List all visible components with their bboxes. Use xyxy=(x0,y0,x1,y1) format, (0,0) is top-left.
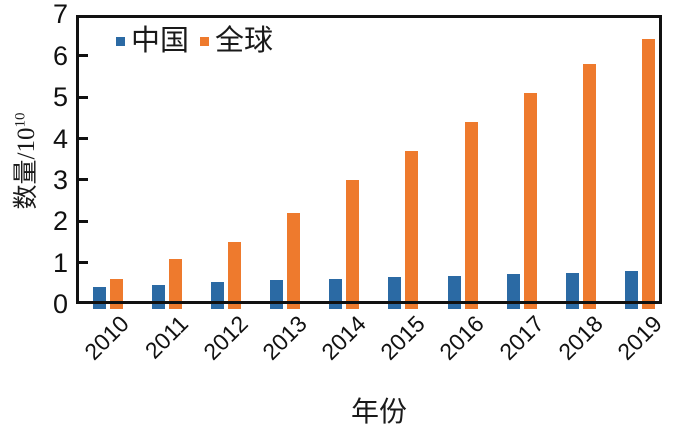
x-tick-label: 2019 xyxy=(612,310,667,365)
legend-label: 全球 xyxy=(215,25,274,57)
y-tick-mark xyxy=(79,137,88,141)
bar-2012-global xyxy=(227,241,241,309)
y-tick-mark xyxy=(79,261,88,265)
x-tick-label: 2012 xyxy=(197,310,253,365)
y-tick-label: 0 xyxy=(52,289,68,319)
bar-2015-global xyxy=(405,150,419,309)
bar-2016-global xyxy=(464,122,478,309)
bar-2019-china xyxy=(625,270,639,309)
bar-2018-global xyxy=(582,64,596,309)
bar-2013-global xyxy=(287,213,300,309)
legend-swatch-icon xyxy=(116,37,125,46)
y-tick-mark xyxy=(79,95,88,99)
y-tick-label: 2 xyxy=(52,206,68,237)
bar-2011-china xyxy=(151,284,165,309)
bar-2010-global xyxy=(109,279,123,309)
bar-2012-china xyxy=(210,282,224,309)
legend-item-global: 全球 xyxy=(200,27,273,56)
y-tick-mark xyxy=(79,54,88,58)
y-tick-label: 4 xyxy=(52,123,68,154)
bar-2017-china xyxy=(506,274,520,309)
bar-2011-global xyxy=(168,258,182,309)
legend: 中国 全球 xyxy=(116,27,273,56)
bar-2013-china xyxy=(270,280,283,309)
legend-swatch-icon xyxy=(200,37,210,46)
x-tick-label: 2015 xyxy=(375,310,431,365)
y-tick-mark xyxy=(79,219,88,223)
y-tick-label: 6 xyxy=(52,40,68,71)
bar-2010-china xyxy=(92,286,106,309)
x-tick-label: 2010 xyxy=(79,310,135,365)
bar-2019-global xyxy=(642,39,656,309)
legend-label: 中国 xyxy=(131,25,190,57)
x-tick-label: 2011 xyxy=(139,310,194,364)
x-tick-label: 2018 xyxy=(552,310,608,365)
y-tick-mark xyxy=(79,178,88,182)
bar-2017-global xyxy=(523,93,537,309)
bar-2015-china xyxy=(388,277,402,309)
bar-2014-global xyxy=(346,179,360,309)
bar-2014-china xyxy=(329,279,343,309)
bar-2018-china xyxy=(565,272,579,309)
x-tick-label: 2016 xyxy=(434,310,490,365)
bar-2016-china xyxy=(447,275,461,309)
y-tick-label: 1 xyxy=(52,247,68,278)
x-tick-label: 2014 xyxy=(316,310,371,365)
plot-frame xyxy=(76,15,662,304)
x-tick-label: 2013 xyxy=(257,310,312,365)
legend-item-china: 中国 xyxy=(116,27,189,56)
y-tick-label: 3 xyxy=(52,164,68,195)
x-axis-title: 年份 xyxy=(350,397,407,428)
y-tick-label: 7 xyxy=(52,0,68,30)
x-tick-label: 2017 xyxy=(493,310,549,365)
y-tick-label: 5 xyxy=(52,82,68,113)
